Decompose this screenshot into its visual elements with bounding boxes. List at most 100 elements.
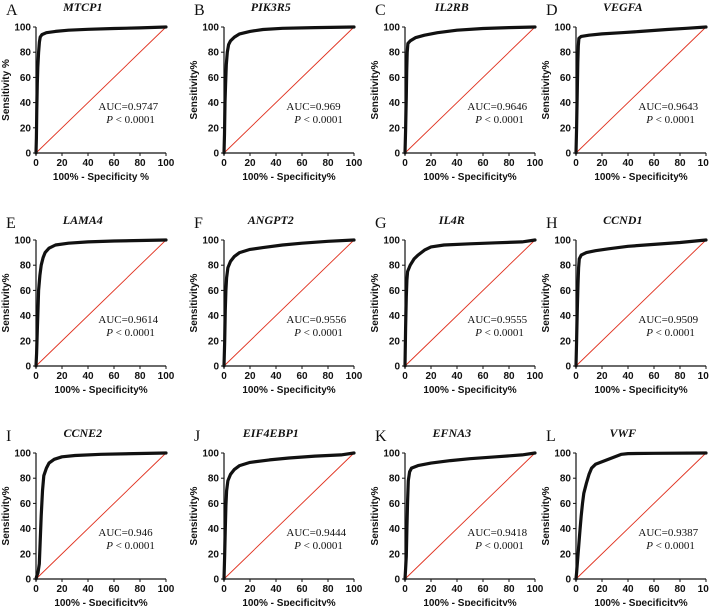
x-tick-label-l: 0 <box>573 584 579 595</box>
p-value-l: < 0.0001 <box>653 540 695 552</box>
p-value-label-l: P < 0.0001 <box>645 540 695 552</box>
y-tick-label-j: 60 <box>208 499 220 510</box>
auc-label-c: AUC=0.9646 <box>467 101 527 113</box>
x-tick-label-i: 80 <box>134 584 146 595</box>
x-tick-label-i: 40 <box>82 584 94 595</box>
y-tick-label-d: 60 <box>560 73 572 84</box>
p-value-j: < 0.0001 <box>301 540 343 552</box>
y-tick-label-h: 100 <box>554 236 571 247</box>
reference-line-k <box>404 452 536 580</box>
y-tick-label-b: 100 <box>202 23 219 34</box>
panel-title-f: ANGPT2 <box>247 213 294 227</box>
y-tick-label-d: 20 <box>560 123 572 134</box>
y-tick-label-i: 20 <box>20 549 32 560</box>
roc-curve-k <box>403 451 537 581</box>
x-tick-label-j: 60 <box>296 584 308 595</box>
x-tick-label-h: 40 <box>622 371 634 382</box>
x-tick-label-j: 0 <box>221 584 227 595</box>
y-tick-label-j: 20 <box>208 549 220 560</box>
y-tick-label-d: 0 <box>565 149 571 160</box>
y-tick-label-i: 0 <box>25 575 31 586</box>
p-value-label-k: P < 0.0001 <box>474 540 524 552</box>
y-tick-label-c: 20 <box>389 123 401 134</box>
p-value-label-a: P < 0.0001 <box>105 114 155 126</box>
x-axis-title-a: 100% - Specificity % <box>53 172 149 183</box>
y-axis-title-d: Sensitivity% <box>541 60 552 119</box>
y-tick-label-l: 80 <box>560 474 572 485</box>
p-symbol-f: P <box>293 327 301 339</box>
roc-panel-l: L VWF 0 20 40 60 80 100 0 20 40 60 80 100 100% - Speci… <box>541 426 709 606</box>
y-tick-label-j: 40 <box>208 524 220 535</box>
reference-line-l <box>575 452 707 580</box>
panel-title-k: EFNA3 <box>431 426 471 440</box>
x-tick-label-c: 40 <box>451 158 463 169</box>
y-tick-label-e: 40 <box>20 311 32 322</box>
p-value-label-c: P < 0.0001 <box>474 114 524 126</box>
panel-title-b: PIK3R5 <box>251 0 291 14</box>
p-value-label-h: P < 0.0001 <box>645 327 695 339</box>
x-tick-label-i: 100 <box>158 584 175 595</box>
panel-letter-g: G <box>375 215 387 232</box>
auc-label-h: AUC=0.9509 <box>638 314 698 326</box>
x-tick-label-e: 0 <box>33 371 39 382</box>
y-tick-label-i: 80 <box>20 474 32 485</box>
x-tick-label-e: 100 <box>158 371 175 382</box>
auc-label-a: AUC=0.9747 <box>98 101 158 113</box>
y-tick-label-c: 0 <box>394 149 400 160</box>
y-tick-label-g: 0 <box>394 362 400 373</box>
p-value-label-f: P < 0.0001 <box>293 327 343 339</box>
x-tick-label-j: 20 <box>244 584 256 595</box>
p-value-label-j: P < 0.0001 <box>293 540 343 552</box>
roc-curve-d <box>574 25 708 155</box>
x-tick-label-l: 20 <box>596 584 608 595</box>
x-tick-label-b: 80 <box>322 158 334 169</box>
roc-curve-c <box>403 25 537 155</box>
panel-title-a: MTCP1 <box>62 0 102 14</box>
p-value-label-e: P < 0.0001 <box>105 327 155 339</box>
panel-title-g: IL4R <box>438 213 465 227</box>
x-axis-title-f: 100% - Specificity% <box>242 385 335 396</box>
x-tick-label-d: 20 <box>596 158 608 169</box>
x-tick-label-g: 100 <box>527 371 544 382</box>
p-value-b: < 0.0001 <box>301 114 343 126</box>
y-axis-title-h: Sensitivity% <box>541 273 552 332</box>
x-tick-label-l: 100 <box>698 584 709 595</box>
x-tick-label-f: 100 <box>346 371 363 382</box>
reference-line-b <box>223 26 355 154</box>
y-axis-title-j: Sensitivity% <box>189 486 200 545</box>
x-tick-label-l: 40 <box>622 584 634 595</box>
y-tick-label-a: 60 <box>20 73 32 84</box>
y-tick-label-i: 60 <box>20 499 32 510</box>
roc-panel-g: G IL4R 0 20 40 60 80 100 0 20 40 60 80 100 100% - Spec… <box>370 213 544 396</box>
x-tick-label-b: 60 <box>296 158 308 169</box>
y-tick-label-d: 80 <box>560 48 572 59</box>
x-tick-label-j: 80 <box>322 584 334 595</box>
reference-line-a <box>35 26 167 154</box>
p-value-label-g: P < 0.0001 <box>474 327 524 339</box>
x-tick-label-f: 20 <box>244 371 256 382</box>
auc-label-l: AUC=0.9387 <box>638 527 698 539</box>
x-tick-label-d: 60 <box>648 158 660 169</box>
panel-title-i: CCNE2 <box>63 426 102 440</box>
p-value-i: < 0.0001 <box>113 540 155 552</box>
p-symbol-d: P <box>645 114 653 126</box>
y-tick-label-c: 100 <box>383 23 400 34</box>
x-tick-label-g: 0 <box>402 371 408 382</box>
y-axis-title-a: Sensitivity % <box>1 59 12 121</box>
x-tick-label-a: 0 <box>33 158 39 169</box>
y-axis-title-c: Sensitivity% <box>370 60 381 119</box>
y-tick-label-a: 80 <box>20 48 32 59</box>
panel-letter-k: K <box>375 428 387 445</box>
y-tick-label-l: 40 <box>560 524 572 535</box>
y-tick-label-k: 100 <box>383 449 400 460</box>
y-tick-label-j: 80 <box>208 474 220 485</box>
x-tick-label-l: 60 <box>648 584 660 595</box>
roc-curve-e <box>34 238 168 368</box>
y-tick-label-d: 100 <box>554 23 571 34</box>
p-symbol-j: P <box>293 540 301 552</box>
y-tick-label-c: 80 <box>389 48 401 59</box>
roc-curve-b <box>222 25 356 155</box>
y-tick-label-a: 100 <box>14 23 31 34</box>
x-axis-title-k: 100% - Specificity% <box>423 598 516 606</box>
